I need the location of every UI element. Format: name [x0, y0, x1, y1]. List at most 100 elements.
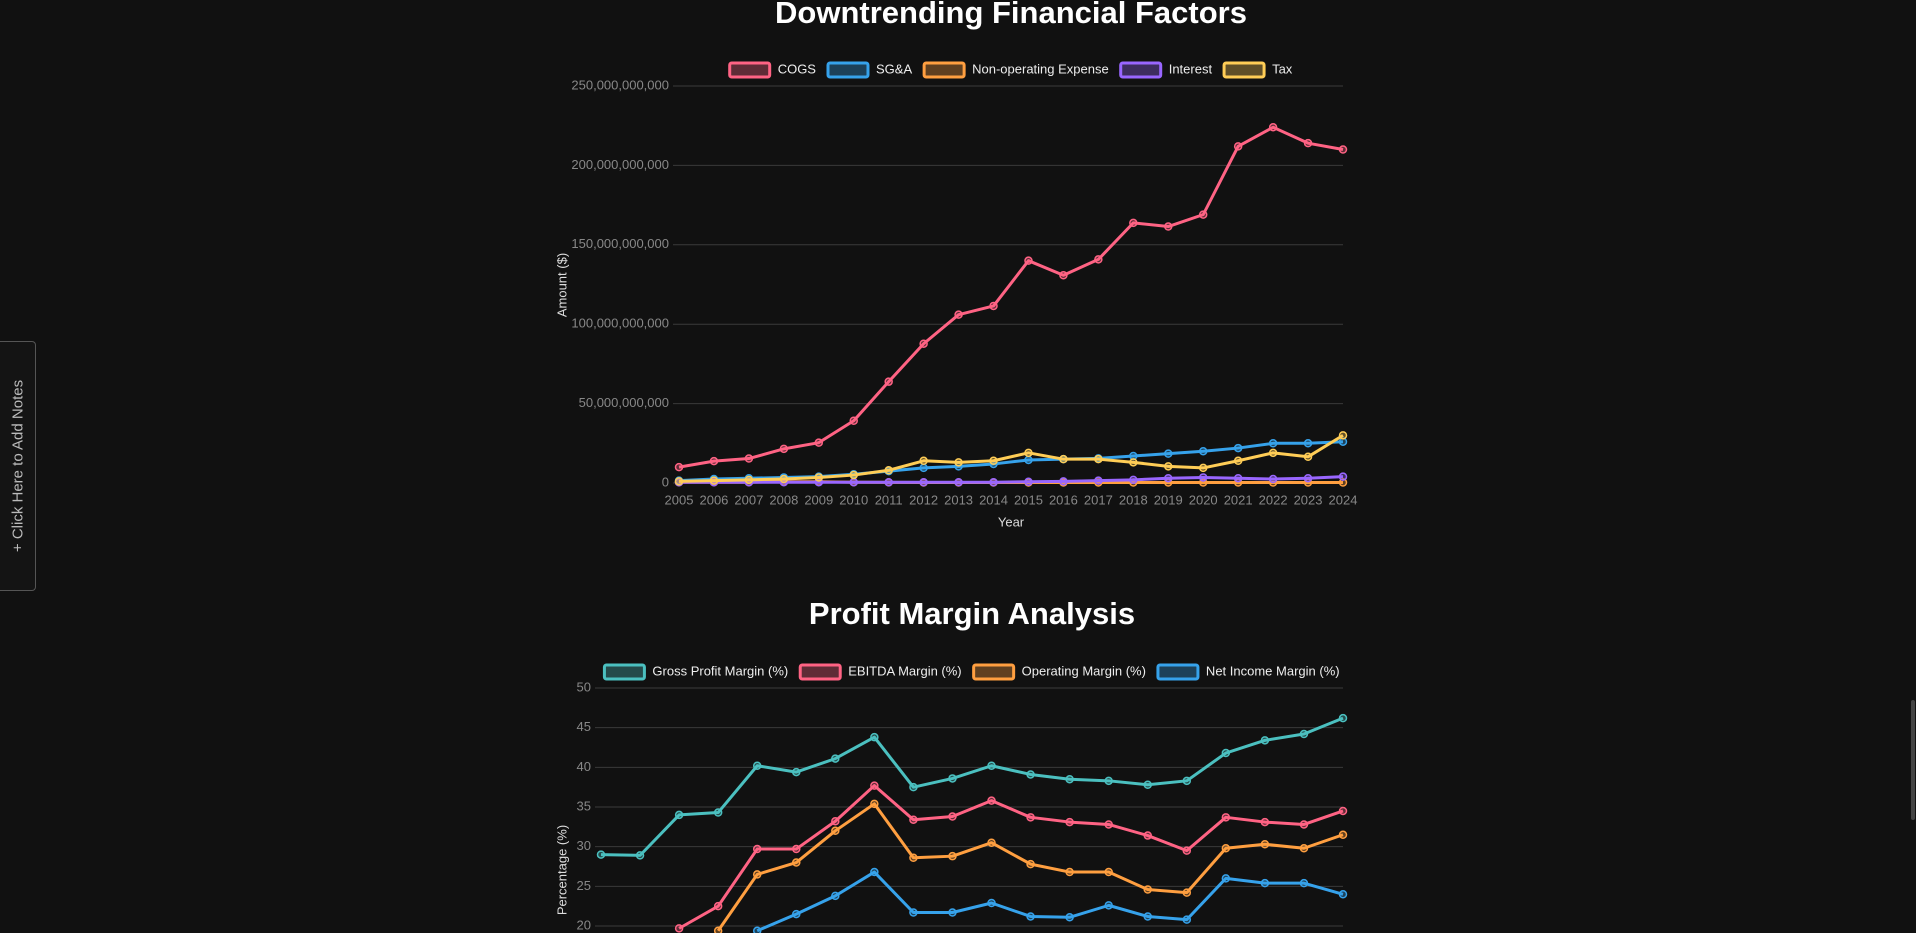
- y-tick-label: 100,000,000,000: [571, 316, 669, 331]
- data-point: [779, 474, 789, 484]
- data-point: [1143, 831, 1152, 840]
- legend-swatch: [1119, 61, 1163, 79]
- data-point: [1260, 817, 1270, 827]
- data-point: [987, 898, 996, 908]
- data-point: [1094, 454, 1103, 464]
- data-point: [792, 858, 801, 867]
- x-tick-label: 2022: [1259, 492, 1288, 507]
- legend-item: EBITDA Margin (%): [798, 663, 962, 681]
- notes-tab-label[interactable]: + Click Here to Add Notes: [9, 379, 26, 553]
- data-point: [713, 808, 723, 817]
- x-tick-label: 2017: [1084, 492, 1113, 507]
- data-point: [919, 463, 928, 473]
- series-line: [678, 440, 1344, 483]
- data-point: [792, 909, 801, 919]
- data-point: [1221, 844, 1231, 853]
- data-point: [831, 754, 840, 763]
- data-point: [674, 810, 684, 820]
- data-point: [1268, 439, 1278, 448]
- data-point: [635, 851, 645, 860]
- data-point: [831, 826, 840, 836]
- data-point: [884, 477, 893, 487]
- y-tick-label: 50,000,000,000: [579, 395, 669, 410]
- data-point: [909, 815, 918, 824]
- data-point: [1026, 813, 1035, 822]
- series-line: [678, 125, 1344, 469]
- data-point: [1299, 729, 1309, 739]
- x-tick-label: 2016: [1049, 492, 1078, 507]
- legend-item: COGS: [728, 61, 816, 79]
- data-point: [1024, 256, 1033, 265]
- data-point: [948, 851, 957, 861]
- data-point: [870, 799, 879, 809]
- series-line: [600, 716, 1344, 857]
- data-point: [1065, 774, 1074, 784]
- data-point: [1221, 874, 1231, 883]
- data-point: [1026, 859, 1035, 869]
- data-point: [1059, 477, 1068, 486]
- data-point: [1026, 770, 1035, 779]
- data-point: [1129, 458, 1138, 467]
- data-point: [1059, 454, 1068, 464]
- data-point: [831, 891, 840, 901]
- data-point: [954, 310, 963, 319]
- legend-label: SG&A: [876, 61, 912, 76]
- data-point: [954, 458, 963, 467]
- x-tick-label: 2014: [979, 492, 1008, 507]
- data-point: [1268, 123, 1278, 132]
- data-point: [849, 470, 858, 480]
- data-point: [954, 477, 963, 487]
- data-point: [989, 301, 998, 311]
- data-point: [792, 844, 801, 854]
- y-tick-label: 25: [577, 878, 591, 893]
- data-point: [909, 782, 918, 792]
- data-point: [1129, 218, 1138, 228]
- chart-title: Profit Margin Analysis: [809, 596, 1135, 631]
- data-point: [752, 870, 762, 879]
- data-point: [1299, 878, 1309, 888]
- data-point: [1104, 901, 1113, 910]
- notes-tab[interactable]: + Click Here to Add Notes: [0, 341, 36, 591]
- data-point: [1198, 473, 1208, 482]
- legend-swatch: [1156, 663, 1200, 681]
- data-point: [1143, 780, 1152, 790]
- chart-title: Downtrending Financial Factors: [775, 0, 1247, 30]
- data-point: [987, 838, 996, 847]
- data-point: [849, 477, 858, 487]
- y-axis-label: Amount ($): [554, 253, 569, 317]
- data-point: [1233, 473, 1243, 483]
- data-point: [1338, 145, 1348, 154]
- legend-label: Gross Profit Margin (%): [652, 663, 788, 678]
- data-point: [1338, 830, 1348, 840]
- data-point: [792, 767, 801, 777]
- data-point: [1164, 449, 1173, 458]
- legend-item: SG&A: [826, 61, 912, 79]
- data-point: [987, 761, 996, 770]
- data-point: [709, 456, 719, 466]
- data-point: [1065, 913, 1074, 922]
- y-tick-label: 20: [577, 917, 591, 932]
- data-point: [1164, 462, 1173, 471]
- data-point: [1233, 456, 1243, 466]
- data-point: [1164, 473, 1173, 483]
- data-point: [1260, 736, 1270, 745]
- data-point: [1260, 840, 1270, 849]
- x-tick-label: 2011: [875, 492, 903, 507]
- data-point: [1065, 817, 1074, 827]
- legend-item: Interest: [1119, 61, 1212, 79]
- legend-item: Tax: [1222, 61, 1293, 79]
- chart-layer: Downtrending Financial Factors 0 50,000,00…: [554, 0, 1357, 933]
- data-point: [752, 926, 762, 933]
- data-point: [1182, 846, 1192, 855]
- legend-item: Operating Margin (%): [972, 663, 1146, 681]
- data-point: [752, 844, 762, 854]
- data-point: [948, 908, 957, 917]
- data-point: [744, 475, 754, 485]
- series-line: [678, 784, 1344, 930]
- legend-item: Gross Profit Margin (%): [602, 663, 788, 681]
- data-point: [1338, 890, 1348, 899]
- series-line: [678, 434, 1344, 483]
- y-tick-label: 150,000,000,000: [571, 236, 669, 251]
